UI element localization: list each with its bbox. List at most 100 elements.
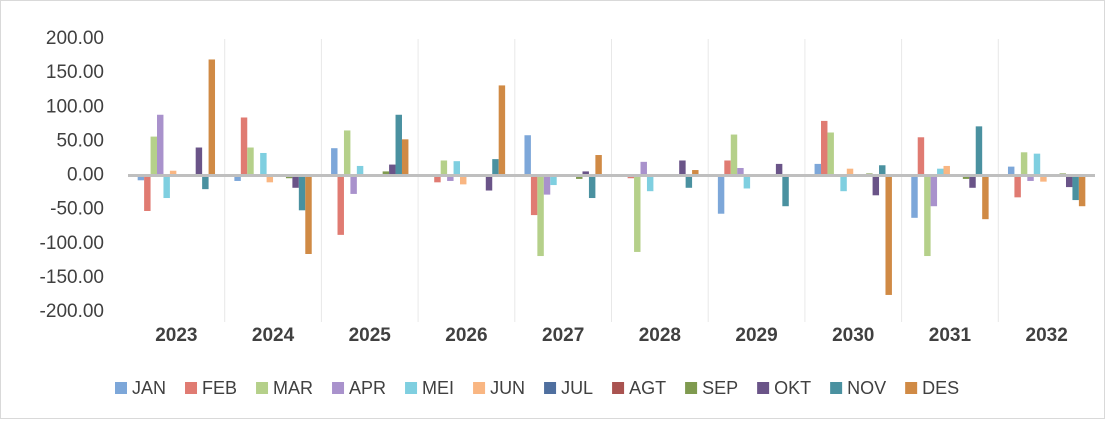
bar [595, 155, 602, 176]
bar [717, 175, 725, 214]
bar [350, 175, 357, 194]
legend-label: SEP [702, 378, 738, 398]
y-tick-label: -100.00 [40, 233, 104, 254]
bar [1040, 175, 1047, 182]
bar [827, 132, 834, 176]
bar [917, 137, 925, 176]
legend-label: MEI [422, 378, 454, 398]
bar [543, 175, 551, 195]
bar [356, 165, 364, 176]
bar [1078, 175, 1086, 207]
legend-label: JAN [132, 378, 166, 398]
bar [1014, 175, 1021, 198]
bar [962, 175, 970, 179]
bar [234, 175, 241, 181]
bar [1027, 175, 1034, 181]
bar [924, 175, 931, 257]
bar [582, 171, 589, 176]
x-tick-label: 2027 [542, 325, 584, 346]
bar [447, 175, 454, 181]
bar [208, 59, 216, 176]
bar [1065, 175, 1073, 188]
bar [1072, 175, 1079, 201]
bar [395, 114, 402, 176]
x-tick-label: 2028 [639, 325, 681, 346]
bar [640, 161, 647, 176]
bar [840, 175, 847, 192]
legend-label: DES [922, 378, 959, 398]
bar [879, 165, 886, 176]
legend-swatch [473, 382, 486, 394]
legend-label: APR [349, 378, 386, 398]
y-tick-label: 0.00 [67, 165, 104, 186]
legend-label: AGT [629, 378, 666, 398]
bar [492, 159, 499, 176]
bar [737, 167, 744, 176]
legend-swatch [905, 382, 918, 394]
bar [343, 130, 351, 176]
legend-swatch [115, 382, 127, 394]
legend-swatch [757, 382, 770, 394]
bar [1020, 152, 1028, 176]
y-tick-label: 200.00 [46, 28, 104, 49]
bar [821, 120, 828, 176]
bar [730, 134, 738, 176]
bar [872, 175, 880, 196]
bar [460, 175, 467, 185]
bar [298, 175, 306, 211]
bar [195, 147, 203, 176]
legend-label: NOV [847, 378, 886, 398]
bar [530, 175, 538, 216]
legend-swatch [256, 382, 269, 394]
legend-swatch [612, 382, 625, 394]
bar [292, 175, 299, 188]
y-tick-label: -200.00 [40, 301, 104, 322]
x-tick-label: 2025 [349, 325, 392, 346]
legend-label: FEB [202, 378, 237, 398]
bar [982, 175, 989, 220]
bar [260, 152, 267, 176]
legend-swatch [830, 382, 843, 394]
bar [969, 175, 976, 188]
bar [401, 139, 409, 176]
bar [169, 170, 177, 176]
y-tick-label: 50.00 [56, 130, 104, 151]
bar [975, 126, 983, 176]
bar [1033, 153, 1041, 176]
bar [782, 175, 789, 207]
bar [550, 175, 557, 186]
bar [150, 136, 158, 176]
legend-label: OKT [774, 378, 811, 398]
x-tick-label: 2023 [155, 325, 197, 346]
bar [885, 175, 892, 295]
x-tick-label: 2026 [445, 325, 487, 346]
y-tick-label: -50.00 [50, 199, 104, 220]
bar [144, 175, 151, 211]
bar [163, 175, 170, 199]
bar [634, 175, 641, 252]
bar [679, 160, 686, 176]
bar [305, 175, 312, 254]
bar [743, 175, 751, 189]
bar [337, 175, 344, 235]
bar [137, 175, 145, 181]
legend-label: MAR [273, 378, 313, 398]
bar [846, 168, 854, 176]
bar [331, 148, 338, 176]
bar [266, 175, 274, 183]
y-tick-label: 100.00 [46, 96, 104, 117]
bar [943, 165, 950, 176]
legend-swatch [685, 382, 698, 394]
bar [485, 175, 493, 191]
bar [247, 147, 254, 176]
bar [1007, 166, 1015, 176]
bar [453, 161, 461, 176]
legend-swatch [185, 382, 198, 394]
x-tick-label: 2032 [1026, 325, 1068, 346]
bar [576, 175, 583, 179]
bar [382, 171, 390, 176]
bar [685, 175, 693, 188]
legend-label: JUL [561, 378, 593, 398]
